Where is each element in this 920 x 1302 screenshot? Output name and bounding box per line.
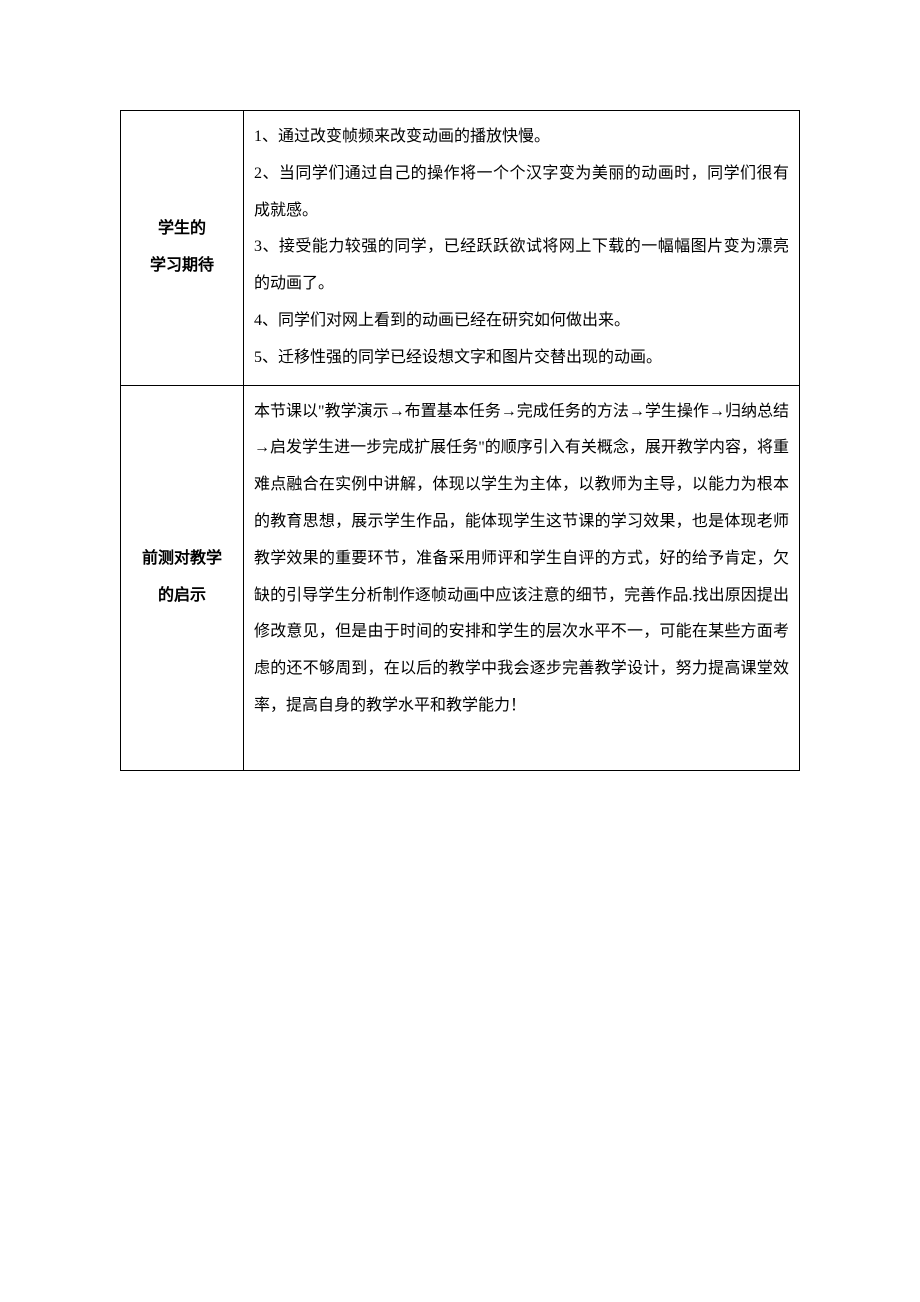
content-line: 2、当同学们通过自己的操作将一个个汉字变为美丽的动画时，同学们很有成就感。 <box>254 156 789 230</box>
content-line: 3、接受能力较强的同学，已经跃跃欲试将网上下载的一幅幅图片变为漂亮的动画了。 <box>254 229 789 303</box>
label-line: 前测对教学 <box>127 541 237 578</box>
table-row: 前测对教学 的启示 本节课以"教学演示→布置基本任务→完成任务的方法→学生操作→… <box>121 385 800 770</box>
lesson-table: 学生的 学习期待 1、通过改变帧频来改变动画的播放快慢。 2、当同学们通过自己的… <box>120 110 800 771</box>
row-label-cell: 学生的 学习期待 <box>121 111 244 386</box>
row-label-cell: 前测对教学 的启示 <box>121 385 244 770</box>
content-line: 4、同学们对网上看到的动画已经在研究如何做出来。 <box>254 303 789 340</box>
label-line: 的启示 <box>127 578 237 615</box>
content-line <box>254 725 789 762</box>
content-line: 5、迁移性强的同学已经设想文字和图片交替出现的动画。 <box>254 340 789 377</box>
content-line: 本节课以"教学演示→布置基本任务→完成任务的方法→学生操作→归纳总结→启发学生进… <box>254 394 789 725</box>
table-row: 学生的 学习期待 1、通过改变帧频来改变动画的播放快慢。 2、当同学们通过自己的… <box>121 111 800 386</box>
content-line: 1、通过改变帧频来改变动画的播放快慢。 <box>254 119 789 156</box>
label-line: 学习期待 <box>127 248 237 285</box>
document-page: 学生的 学习期待 1、通过改变帧频来改变动画的播放快慢。 2、当同学们通过自己的… <box>0 0 920 771</box>
label-line: 学生的 <box>127 211 237 248</box>
row-content-cell: 1、通过改变帧频来改变动画的播放快慢。 2、当同学们通过自己的操作将一个个汉字变… <box>244 111 800 386</box>
row-content-cell: 本节课以"教学演示→布置基本任务→完成任务的方法→学生操作→归纳总结→启发学生进… <box>244 385 800 770</box>
